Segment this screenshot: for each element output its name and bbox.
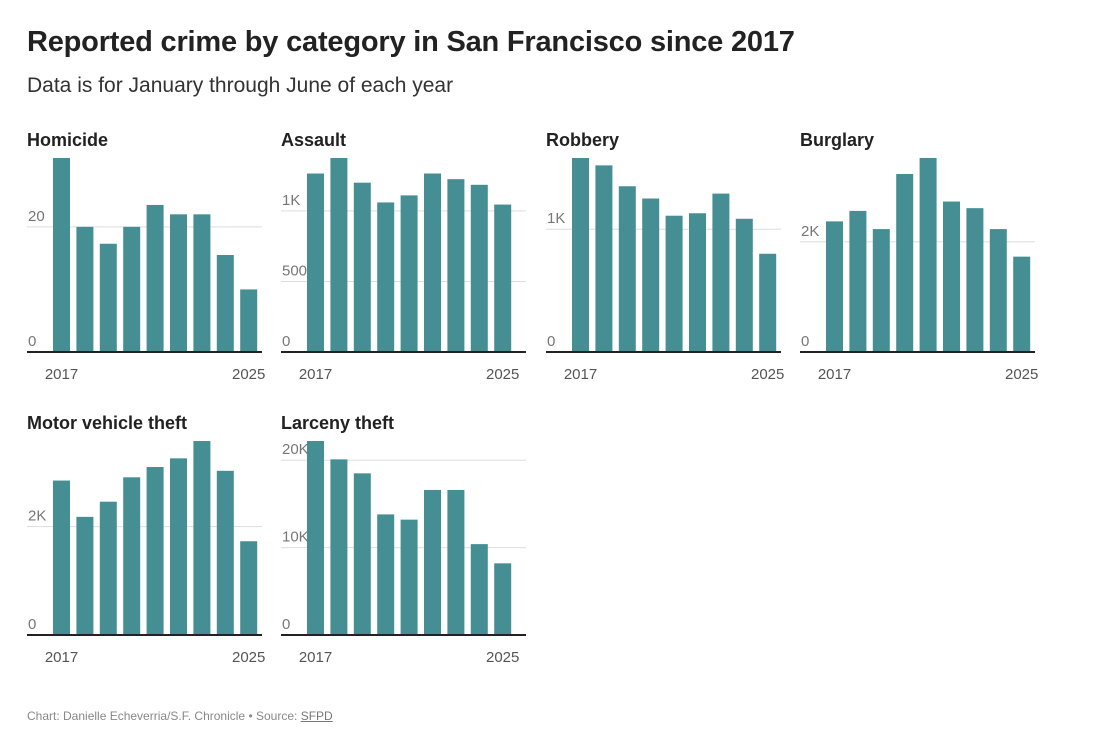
panel-title: Homicide [27,130,109,150]
x-tick-label-2017: 2017 [45,366,78,383]
bar-2020 [377,514,395,635]
bar-2024 [470,544,488,635]
bar-2019 [99,243,117,352]
bar-2023 [193,214,211,352]
bar-2024 [989,229,1007,352]
bar-2017 [572,158,589,352]
y-tick-label: 0 [28,333,36,350]
y-tick-label: 0 [282,333,290,350]
bar-2022 [424,173,441,352]
bar-2025 [240,541,258,635]
bar-2019 [872,229,890,352]
bar-2019 [99,501,117,635]
bar-2024 [216,255,234,352]
bar-2018 [849,210,867,352]
bar-2023 [712,193,730,352]
y-tick-label: 0 [547,333,555,350]
bar-2018 [330,459,348,635]
panel-title: Robbery [546,130,620,150]
bar-2025 [494,204,512,352]
y-tick-label: 10K [282,529,309,546]
bar-2023 [966,208,984,352]
bar-2021 [400,519,418,635]
bar-2023 [447,179,465,352]
bar-2020 [123,477,141,635]
x-tick-label-2017: 2017 [818,366,851,383]
bar-2021 [146,467,164,635]
y-tick-label: 500 [282,262,307,279]
panel-title: Burglary [800,130,875,150]
y-tick-label: 0 [28,616,36,633]
bar-2023 [447,489,465,635]
bar-2019 [618,186,636,352]
bar-2018 [330,158,348,352]
bar-2021 [919,158,937,352]
bar-2017 [53,480,70,635]
footer-separator: • [248,709,253,723]
y-tick-label: 2K [28,508,46,525]
footer: Chart: Danielle Echeverria/S.F. Chronicl… [27,709,333,723]
x-tick-label-2017: 2017 [299,649,332,666]
bar-2021 [400,195,418,352]
y-tick-label: 0 [282,616,290,633]
bar-2020 [123,226,141,352]
bar-2020 [896,173,914,352]
chart-title: Reported crime by category in San Franci… [27,26,795,58]
bar-2019 [353,473,371,635]
x-tick-label-2025: 2025 [232,366,265,383]
chart-subtitle: Data is for January through June of each… [27,74,454,97]
bar-2022 [689,213,706,352]
y-tick-label: 0 [801,333,809,350]
bar-2025 [240,289,258,352]
bar-chart-homicide: 0 20 2017 2025 [27,158,265,383]
y-tick-label: 1K [547,210,565,227]
y-tick-label: 20K [282,441,309,458]
bar-chart-burglary: 0 2K 2017 2025 [800,158,1038,383]
bar-2022 [424,489,441,635]
bar-2018 [76,516,94,635]
bar-2017 [307,173,324,352]
bar-2024 [470,184,488,352]
y-tick-label: 20 [28,208,45,225]
bar-2018 [595,165,613,352]
bar-2020 [642,198,660,352]
source-prefix: Source: [255,709,298,723]
bar-2025 [759,253,777,352]
bar-chart-robbery: 0 1K 2017 2025 [546,158,784,383]
bar-2024 [216,470,234,635]
x-tick-label-2025: 2025 [751,366,784,383]
bar-chart-assault: 0 500 1K 2017 2025 [281,158,526,383]
x-tick-label-2025: 2025 [1005,366,1038,383]
bar-2021 [146,204,164,352]
bar-2017 [53,158,70,352]
source-link[interactable]: SFPD [300,709,333,723]
bar-2022 [943,201,960,352]
bar-2019 [353,182,371,352]
x-tick-label-2017: 2017 [299,366,332,383]
x-tick-label-2025: 2025 [232,649,265,666]
x-tick-label-2017: 2017 [564,366,597,383]
bar-2018 [76,226,94,352]
bar-2024 [735,218,753,352]
x-tick-label-2025: 2025 [486,649,519,666]
bar-2017 [307,441,324,635]
panel-title: Larceny theft [281,413,395,433]
bar-2022 [170,458,187,635]
bar-2023 [193,441,211,635]
x-tick-label-2017: 2017 [45,649,78,666]
y-tick-label: 2K [801,223,819,240]
x-tick-label-2025: 2025 [486,366,519,383]
bar-2025 [494,563,512,635]
panel-title: Assault [281,130,347,150]
bar-2021 [665,215,683,352]
bar-2022 [170,214,187,352]
y-tick-label: 1K [282,192,300,209]
bar-2017 [826,221,843,352]
bar-chart-larceny-theft: 0 10K 20K 2017 2025 [281,441,526,666]
bar-2025 [1013,256,1031,352]
bar-chart-motor-vehicle-theft: 0 2K 2017 2025 [27,441,265,666]
panel-title: Motor vehicle theft [27,413,188,433]
chart-credit: Chart: Danielle Echeverria/S.F. Chronicl… [27,709,246,723]
bar-2020 [377,202,395,352]
